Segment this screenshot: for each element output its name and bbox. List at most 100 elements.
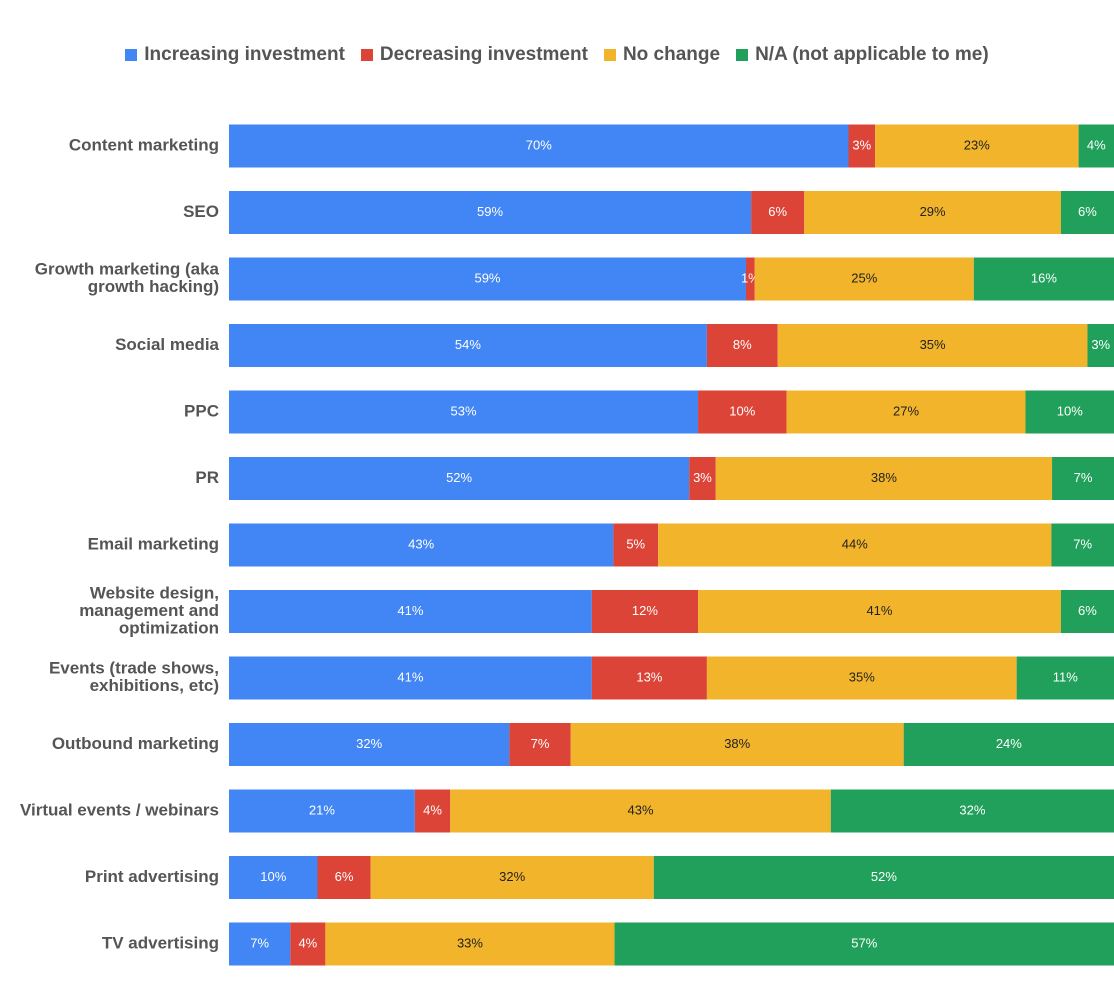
- legend-item-na: N/A (not applicable to me): [736, 44, 989, 66]
- data-label-increasing: 41%: [397, 603, 423, 618]
- data-label-na: 4%: [1087, 137, 1106, 152]
- bar-segment-no_change: [570, 723, 904, 766]
- bar-segment-na: [1025, 390, 1114, 434]
- bar-segment-no_change: [370, 856, 654, 899]
- data-label-increasing: 59%: [474, 270, 500, 285]
- data-label-increasing: 54%: [455, 337, 481, 352]
- bar-segment-increasing: [229, 324, 707, 367]
- bar-segment-na: [1060, 590, 1114, 633]
- data-label-decreasing: 4%: [423, 802, 442, 817]
- data-label-na: 32%: [959, 802, 985, 817]
- data-label-increasing: 59%: [477, 204, 503, 219]
- legend-item-increasing: Increasing investment: [125, 44, 345, 66]
- bar-segment-no_change: [804, 191, 1061, 234]
- bar-segment-increasing: [229, 257, 746, 301]
- data-label-increasing: 53%: [451, 403, 477, 418]
- bar-segment-decreasing: [591, 656, 707, 700]
- data-label-na: 7%: [1073, 536, 1092, 551]
- bar-segment-na: [653, 856, 1114, 899]
- bar-segment-no_change: [706, 656, 1017, 700]
- data-label-na: 24%: [996, 736, 1022, 751]
- data-label-no_change: 41%: [866, 603, 892, 618]
- category-label: PPC: [184, 401, 219, 420]
- data-label-no_change: 38%: [871, 470, 897, 485]
- data-label-decreasing: 3%: [852, 137, 871, 152]
- data-label-increasing: 70%: [526, 137, 552, 152]
- bar-segment-decreasing: [317, 856, 371, 899]
- data-label-increasing: 7%: [250, 935, 269, 950]
- category-label: TV advertising: [102, 933, 219, 952]
- category-label: Virtual events / webinars: [20, 800, 219, 819]
- bar-segment-decreasing: [613, 523, 659, 567]
- bar-segment-no_change: [715, 457, 1053, 500]
- data-label-no_change: 44%: [842, 536, 868, 551]
- data-label-no_change: 27%: [893, 403, 919, 418]
- legend-swatch-increasing: [125, 49, 138, 61]
- data-label-na: 3%: [1091, 337, 1110, 352]
- bar-segment-na: [1051, 523, 1114, 567]
- category-label: Email marketing: [88, 534, 219, 553]
- legend-label-increasing: Increasing investment: [144, 44, 345, 65]
- legend-item-no-change: No change: [603, 44, 721, 66]
- legend-label-no-change: No change: [622, 44, 721, 65]
- data-label-no_change: 35%: [849, 669, 875, 684]
- data-label-no_change: 29%: [920, 204, 946, 219]
- bar-segment-decreasing: [698, 390, 787, 434]
- bar-segment-na: [903, 723, 1114, 766]
- bar-segment-no_change: [698, 590, 1061, 633]
- data-label-increasing: 41%: [397, 669, 423, 684]
- data-label-decreasing: 4%: [298, 935, 317, 950]
- bar-segment-increasing: [229, 523, 614, 567]
- data-label-decreasing: 6%: [335, 869, 354, 884]
- bar-segment-na: [614, 922, 1114, 966]
- data-label-decreasing: 8%: [733, 337, 752, 352]
- bar-segment-no_change: [786, 390, 1026, 434]
- data-label-decreasing: 12%: [632, 603, 658, 618]
- data-label-no_change: 43%: [628, 802, 654, 817]
- data-label-no_change: 33%: [457, 935, 483, 950]
- data-label-increasing: 10%: [260, 869, 286, 884]
- data-label-decreasing: 13%: [636, 669, 662, 684]
- bar-segment-na: [1016, 656, 1114, 700]
- data-label-decreasing: 5%: [626, 536, 645, 551]
- bar-segment-no_change: [777, 324, 1088, 367]
- category-label: Print advertising: [85, 867, 219, 886]
- bar-segment-no_change: [325, 922, 615, 966]
- bar-segment-na: [1078, 124, 1114, 168]
- data-label-increasing: 52%: [446, 470, 472, 485]
- category-label: SEO: [183, 202, 219, 221]
- category-label: Growth marketing (aka growth hacking): [35, 260, 220, 297]
- bar-segment-decreasing: [414, 789, 451, 833]
- bar-segment-na: [830, 789, 1114, 833]
- data-label-no_change: 35%: [920, 337, 946, 352]
- data-label-na: 6%: [1078, 204, 1097, 219]
- category-label: Website design, management and optimizatio…: [79, 583, 219, 637]
- category-label: Content marketing: [69, 135, 219, 154]
- data-label-na: 7%: [1074, 470, 1093, 485]
- data-label-no_change: 38%: [724, 736, 750, 751]
- bar-segment-increasing: [229, 856, 318, 899]
- bar-segment-increasing: [229, 656, 592, 700]
- chart-legend: Increasing investment Decreasing investm…: [0, 44, 1114, 66]
- bar-segment-decreasing: [751, 191, 805, 234]
- legend-swatch-no-change: [603, 49, 616, 61]
- bar-segment-decreasing: [591, 590, 699, 633]
- bar-segment-no_change: [754, 257, 974, 301]
- data-label-increasing: 43%: [408, 536, 434, 551]
- bar-segment-increasing: [229, 922, 291, 966]
- category-label: Outbound marketing: [52, 734, 219, 753]
- data-label-increasing: 32%: [356, 736, 382, 751]
- bar-segment-increasing: [229, 457, 690, 500]
- bar-segment-na: [1087, 324, 1114, 367]
- category-label: Events (trade shows, exhibitions, etc): [49, 659, 219, 696]
- data-label-na: 6%: [1078, 603, 1097, 618]
- data-label-na: 52%: [871, 869, 897, 884]
- bar-segment-no_change: [450, 789, 831, 833]
- bar-segment-no_change: [875, 124, 1079, 168]
- data-label-no_change: 25%: [851, 270, 877, 285]
- legend-label-na: N/A (not applicable to me): [755, 44, 989, 65]
- bar-segment-na: [1060, 191, 1114, 234]
- bar-segment-increasing: [229, 789, 415, 833]
- bar-segment-decreasing: [745, 257, 755, 301]
